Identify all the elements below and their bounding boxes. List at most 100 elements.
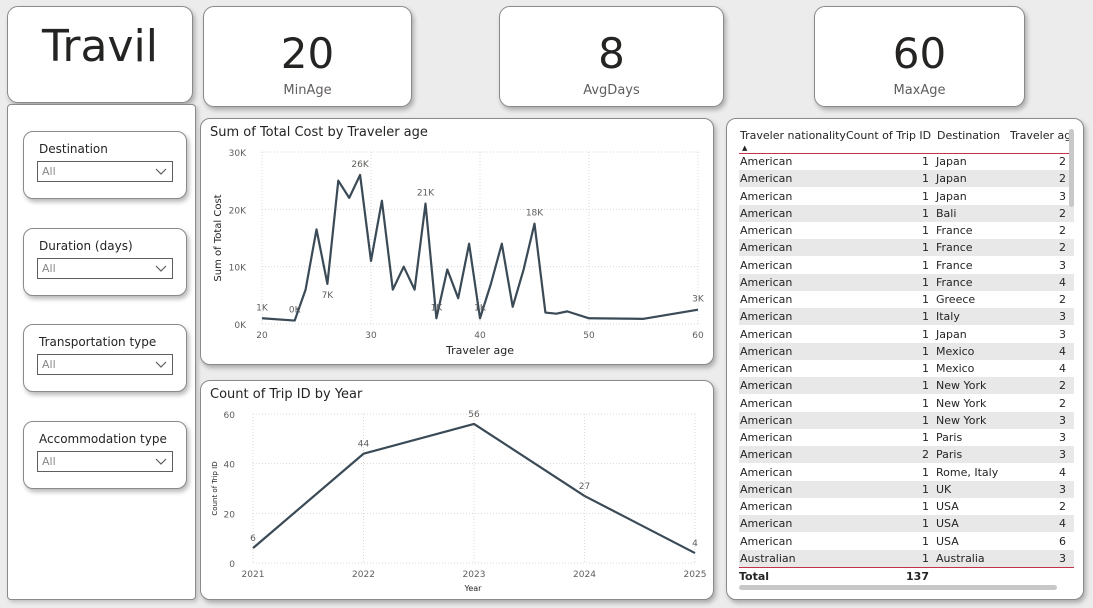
cell-count: 1 (922, 431, 929, 444)
data-label: 21K (417, 189, 435, 199)
cell-nationality: American (740, 293, 793, 306)
table-row[interactable]: American 1 Mexico 4 (739, 342, 1074, 360)
table-row[interactable]: American 2 Paris 3 (739, 446, 1074, 464)
table-row[interactable]: American 1 USA 6 (739, 533, 1074, 550)
data-label: 1K (431, 303, 444, 313)
slicer-accommodation: Accommodation type All (23, 421, 187, 489)
table-row[interactable]: American 1 France 2 (739, 239, 1074, 257)
cost-by-age-chart-card[interactable]: Sum of Total Cost by Traveler age 0K 10K 2… (200, 118, 714, 365)
total-value: 137 (906, 570, 929, 583)
kpi-label: MinAge (283, 83, 332, 98)
table-row[interactable]: American 1 Paris 3 (739, 429, 1074, 446)
kpi-card-min-age: 20 MinAge (203, 6, 412, 107)
table-row[interactable]: American 1 New York 2 (739, 395, 1074, 412)
kpi-value: 8 (598, 29, 625, 78)
cell-destination: France (936, 224, 973, 237)
cell-age: 3 (1059, 413, 1066, 427)
kpi-card-avg-days: 8 AvgDays (499, 6, 724, 107)
data-label: 27 (579, 482, 590, 492)
accommodation-dropdown[interactable]: All (37, 451, 173, 472)
slicer-label: Destination (39, 142, 108, 156)
data-label: 3K (692, 295, 705, 305)
cell-age: 4 (1059, 465, 1066, 479)
cell-destination: France (936, 275, 973, 289)
report-title: Travil (42, 21, 158, 72)
cell-destination: Greece (936, 293, 976, 306)
chevron-down-icon (155, 458, 167, 465)
cell-count: 1 (922, 379, 929, 393)
cell-destination: Mexico (936, 344, 975, 358)
cell-age: 2 (1059, 500, 1066, 513)
table-row[interactable]: American 1 UK 3 (739, 480, 1074, 498)
cell-nationality: American (740, 396, 793, 410)
x-tick-label: 2025 (684, 570, 707, 580)
table-row[interactable]: American 1 New York 3 (739, 411, 1074, 429)
x-tick-label: 20 (256, 331, 268, 341)
total-label: Total (739, 570, 770, 583)
table-row[interactable]: American 1 New York 2 (739, 377, 1074, 395)
chevron-down-icon (155, 168, 167, 175)
destination-dropdown[interactable]: All (37, 161, 173, 182)
table-row[interactable]: American 1 France 2 (739, 222, 1074, 239)
y-tick-label: 10K (229, 264, 247, 274)
column-header-count[interactable]: Count of Trip ID (846, 129, 932, 142)
data-label: 6 (250, 534, 256, 544)
cell-destination: Italy (936, 310, 960, 324)
cell-nationality: American (740, 500, 793, 513)
table-row[interactable]: American 1 Rome, Italy 4 (739, 464, 1074, 481)
cell-nationality: American (740, 448, 793, 462)
report-title-card: Travil (7, 6, 193, 103)
table-row[interactable]: American 1 Italy 3 (739, 308, 1074, 326)
cell-destination: UK (936, 482, 952, 496)
table-row[interactable]: American 1 Greece 2 (739, 291, 1074, 308)
duration-dropdown[interactable]: All (37, 258, 173, 279)
y-tick-label: 0 (229, 560, 235, 570)
table-row[interactable]: American 1 France 4 (739, 273, 1074, 291)
table-row[interactable]: American 1 France 3 (739, 257, 1074, 274)
vertical-scrollbar[interactable] (1069, 129, 1074, 207)
y-tick-label: 20K (229, 206, 247, 216)
cell-destination: France (936, 241, 973, 255)
trips-by-year-chart-card[interactable]: Count of Trip ID by Year 0 20 40 60 2021 2022… (200, 380, 714, 600)
series-line[interactable] (252, 422, 696, 555)
data-label: 7K (322, 291, 335, 301)
cell-age: 2 (1059, 206, 1066, 220)
cell-age: 2 (1059, 172, 1066, 186)
table-row[interactable]: American 1 Mexico 4 (739, 360, 1074, 377)
x-tick-label: 50 (583, 331, 595, 341)
cell-count: 1 (922, 155, 929, 168)
column-header-age[interactable]: Traveler age (1010, 129, 1074, 142)
chevron-down-icon (155, 361, 167, 368)
y-tick-label: 60 (224, 411, 236, 421)
y-tick-label: 30K (229, 149, 247, 159)
horizontal-scrollbar[interactable] (739, 585, 1057, 590)
table-row[interactable]: American 1 Japan 3 (739, 188, 1074, 205)
table-row[interactable]: American 1 USA 4 (739, 515, 1074, 533)
slicer-transportation: Transportation type All (23, 324, 187, 392)
transportation-dropdown[interactable]: All (37, 354, 173, 375)
cell-count: 1 (922, 241, 929, 255)
table-row[interactable]: Australian 1 Australia 3 (739, 549, 1074, 567)
cost-by-age-line-chart: 0K 10K 20K 30K 20 30 40 50 60 1K 0K 7K 26K 21K 1K 1K 18K… (213, 149, 705, 357)
cell-destination: France (936, 258, 973, 272)
cell-count: 2 (922, 448, 929, 462)
cell-age: 3 (1059, 310, 1066, 324)
cell-nationality: American (740, 224, 793, 237)
table-row[interactable]: American 1 Japan 3 (739, 326, 1074, 343)
table-row[interactable]: American 1 USA 2 (739, 498, 1074, 515)
cell-count: 1 (922, 275, 929, 289)
column-header-nationality[interactable]: Traveler nationality (740, 129, 846, 142)
cell-nationality: American (740, 534, 793, 548)
cell-age: 3 (1059, 258, 1066, 272)
cell-nationality: American (740, 362, 793, 375)
table-row[interactable]: American 1 Japan 2 (739, 153, 1074, 170)
kpi-label: AvgDays (583, 83, 640, 98)
column-header-destination[interactable]: Destination (937, 129, 1001, 142)
cell-count: 1 (922, 534, 929, 548)
table-row[interactable]: American 1 Bali 2 (739, 204, 1074, 222)
dropdown-value: All (42, 165, 56, 178)
cell-age: 2 (1059, 379, 1066, 393)
series-line[interactable] (261, 173, 699, 322)
y-axis-title: Count of Trip ID (211, 461, 219, 515)
table-row[interactable]: American 1 Japan 2 (739, 170, 1074, 188)
